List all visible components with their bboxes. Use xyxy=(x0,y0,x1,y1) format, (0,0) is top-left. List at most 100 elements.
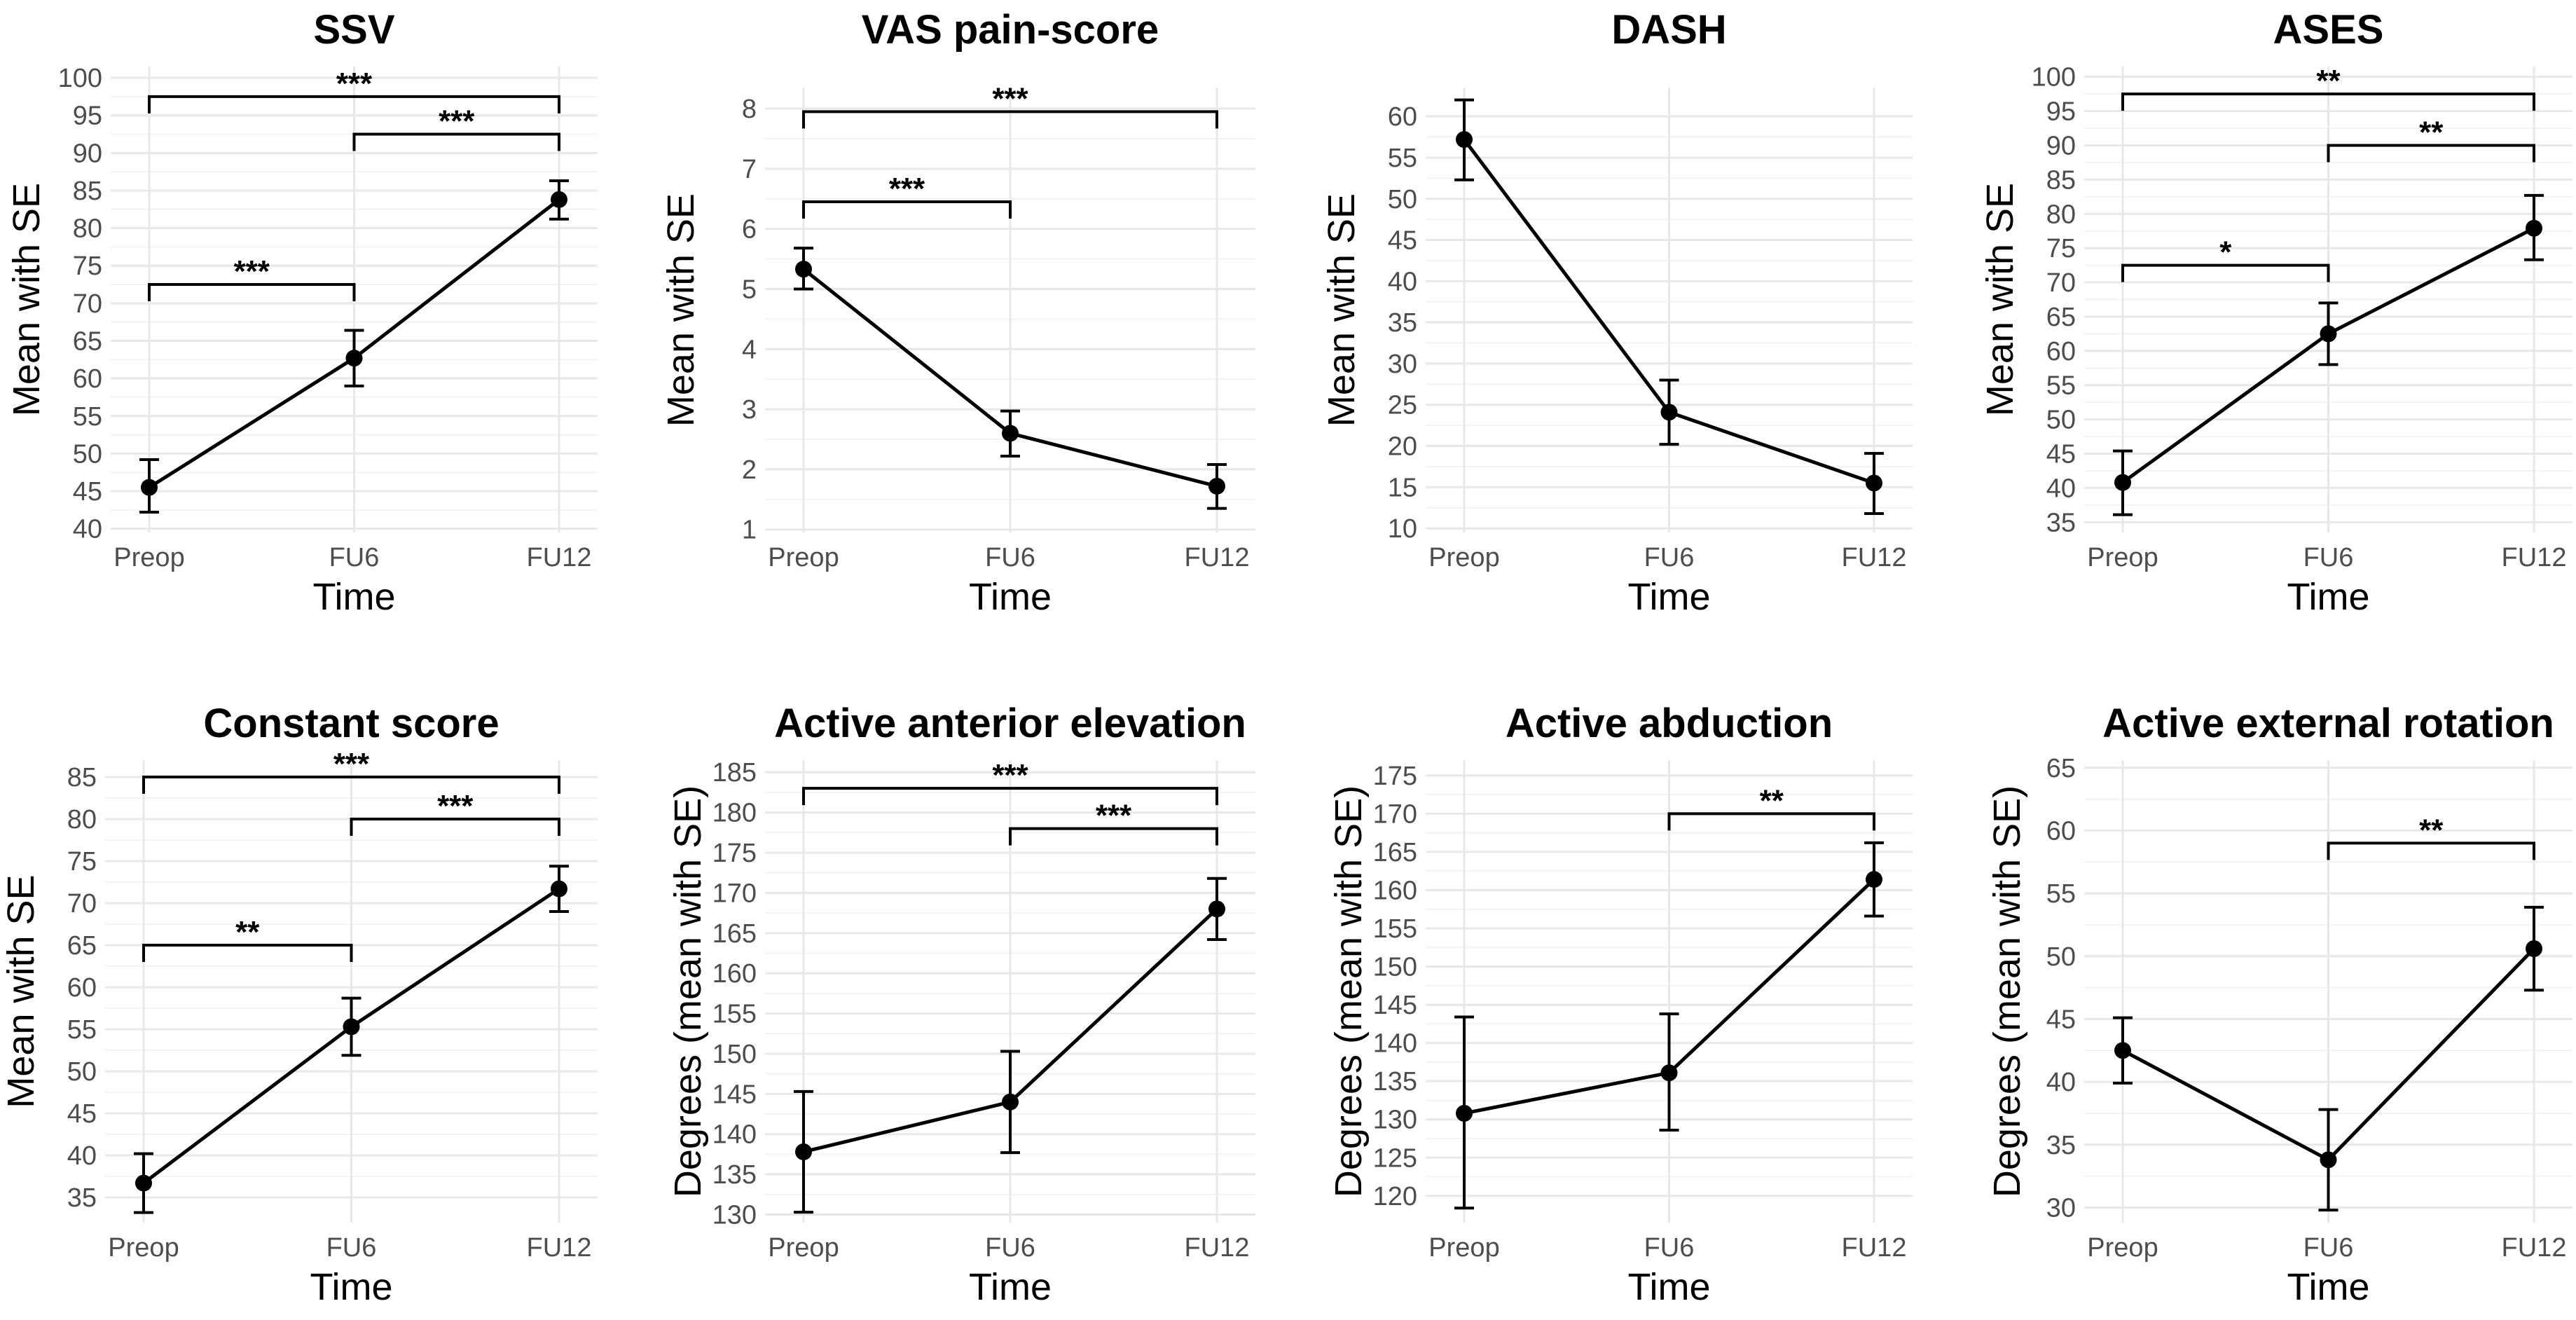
panel-title: Active external rotation xyxy=(2102,701,2554,746)
panel-title: Active abduction xyxy=(1506,701,1833,746)
y-tick-label: 155 xyxy=(712,1000,757,1029)
x-tick-label: FU12 xyxy=(527,543,592,572)
y-tick-label: 85 xyxy=(67,763,97,792)
y-tick-label: 10 xyxy=(1388,514,1417,544)
data-point xyxy=(2114,474,2131,491)
y-tick-label: 95 xyxy=(2046,97,2076,127)
y-axis-title: Mean with SE xyxy=(1979,183,2021,416)
x-tick-label: FU12 xyxy=(2502,543,2567,572)
y-tick-label: 70 xyxy=(67,889,97,919)
data-point xyxy=(2114,1042,2131,1059)
y-tick-label: 5 xyxy=(742,275,757,304)
y-tick-label: 80 xyxy=(2046,200,2076,229)
chart-panel-6: 130 135 140 145 150 155 160 165 170 175 180 185 Preo… xyxy=(667,701,1255,1308)
y-tick-label: 40 xyxy=(1388,267,1417,296)
significance-label: *** xyxy=(1096,799,1132,833)
significance-label: *** xyxy=(889,172,925,206)
y-tick-label: 50 xyxy=(73,439,102,469)
y-tick-label: 185 xyxy=(712,758,757,788)
y-tick-label: 150 xyxy=(1373,953,1417,982)
significance-label: *** xyxy=(439,104,475,139)
data-point xyxy=(141,479,158,496)
data-point xyxy=(795,261,812,278)
data-point xyxy=(1660,404,1678,421)
significance-label: ** xyxy=(2419,813,2444,847)
panel-title: SSV xyxy=(313,7,394,53)
y-tick-label: 30 xyxy=(1388,350,1417,379)
data-point xyxy=(345,350,363,367)
y-tick-label: 20 xyxy=(1388,432,1417,462)
y-tick-label: 35 xyxy=(1388,308,1417,338)
data-point xyxy=(2526,219,2542,237)
x-tick-label: FU6 xyxy=(329,543,380,572)
data-point xyxy=(1866,871,1882,888)
significance-bracket xyxy=(1667,812,1875,831)
significance-bracket xyxy=(802,787,1218,806)
chart-panel-3: 10 15 20 25 30 35 40 45 50 55 60 Preop FU6 FU12 DASH Ti… xyxy=(1321,7,1913,618)
y-tick-label: 60 xyxy=(73,364,102,394)
y-tick-label: 165 xyxy=(712,919,757,949)
y-tick-label: 7 xyxy=(742,155,757,184)
data-point xyxy=(2526,940,2542,958)
y-tick-label: 160 xyxy=(1373,876,1417,905)
significance-label: *** xyxy=(437,789,474,823)
y-tick-label: 45 xyxy=(2046,1005,2076,1034)
significance-bracket xyxy=(142,776,560,794)
x-tick-label: FU6 xyxy=(2303,1233,2354,1263)
x-axis-title: Time xyxy=(1628,1266,1711,1308)
y-tick-label: 165 xyxy=(1373,838,1417,867)
y-tick-label: 60 xyxy=(2046,337,2076,366)
x-tick-label: FU12 xyxy=(1185,1233,1250,1263)
y-tick-label: 75 xyxy=(67,847,97,876)
y-axis-title: Degrees (mean with SE) xyxy=(1986,785,2028,1197)
x-tick-label: FU12 xyxy=(527,1233,592,1263)
x-tick-label: Preop xyxy=(1428,543,1499,572)
y-tick-label: 145 xyxy=(712,1080,757,1109)
y-tick-label: 55 xyxy=(2046,879,2076,909)
chart-panel-8: 30 35 40 45 50 55 60 65 Preop FU6 FU12 Active exter… xyxy=(1986,701,2572,1308)
y-axis-title: Degrees (mean with SE) xyxy=(667,785,709,1197)
data-point xyxy=(2320,325,2337,343)
y-tick-label: 100 xyxy=(58,64,102,93)
significance-bracket xyxy=(2121,263,2330,282)
y-axis-title: Mean with SE xyxy=(660,193,702,427)
significance-label: * xyxy=(2219,235,2232,270)
y-tick-label: 50 xyxy=(1388,185,1417,214)
y-tick-label: 145 xyxy=(1373,991,1417,1020)
significance-bracket xyxy=(2121,92,2535,111)
y-axis-title: Mean with SE xyxy=(6,183,48,416)
data-point xyxy=(2320,1151,2337,1169)
panel-title: Constant score xyxy=(203,701,499,746)
significance-bracket xyxy=(2327,841,2535,860)
x-tick-label: FU6 xyxy=(985,543,1035,572)
significance-bracket xyxy=(148,283,356,302)
data-point xyxy=(1208,900,1225,918)
y-tick-label: 80 xyxy=(73,214,102,244)
y-axis-title: Mean with SE xyxy=(1321,193,1363,427)
y-tick-label: 6 xyxy=(742,215,757,245)
significance-label: ** xyxy=(1760,783,1784,818)
y-tick-label: 45 xyxy=(73,477,102,507)
x-tick-label: Preop xyxy=(2087,543,2158,572)
significance-label: *** xyxy=(992,758,1028,792)
y-tick-label: 50 xyxy=(2046,406,2076,435)
y-tick-label: 85 xyxy=(73,177,102,206)
y-tick-label: 30 xyxy=(2046,1193,2076,1223)
y-tick-label: 40 xyxy=(67,1141,97,1171)
x-tick-label: Preop xyxy=(768,543,839,572)
significance-bracket xyxy=(2327,144,2535,163)
y-tick-label: 70 xyxy=(2046,268,2076,298)
chart-panel-7: 120 125 130 135 140 145 150 155 160 165 170 175 Preo… xyxy=(1328,701,1913,1308)
y-tick-label: 90 xyxy=(2046,131,2076,160)
data-point xyxy=(551,880,567,898)
y-tick-label: 2 xyxy=(742,455,757,485)
significance-label: *** xyxy=(336,67,373,101)
x-tick-label: FU12 xyxy=(2502,1233,2567,1263)
y-tick-label: 45 xyxy=(2046,440,2076,469)
data-point xyxy=(1866,474,1882,492)
x-axis-title: Time xyxy=(2287,576,2370,618)
panel-title: ASES xyxy=(2273,7,2384,53)
y-tick-label: 60 xyxy=(2046,816,2076,846)
y-tick-label: 8 xyxy=(742,95,757,124)
panel-title: VAS pain-score xyxy=(862,7,1159,53)
